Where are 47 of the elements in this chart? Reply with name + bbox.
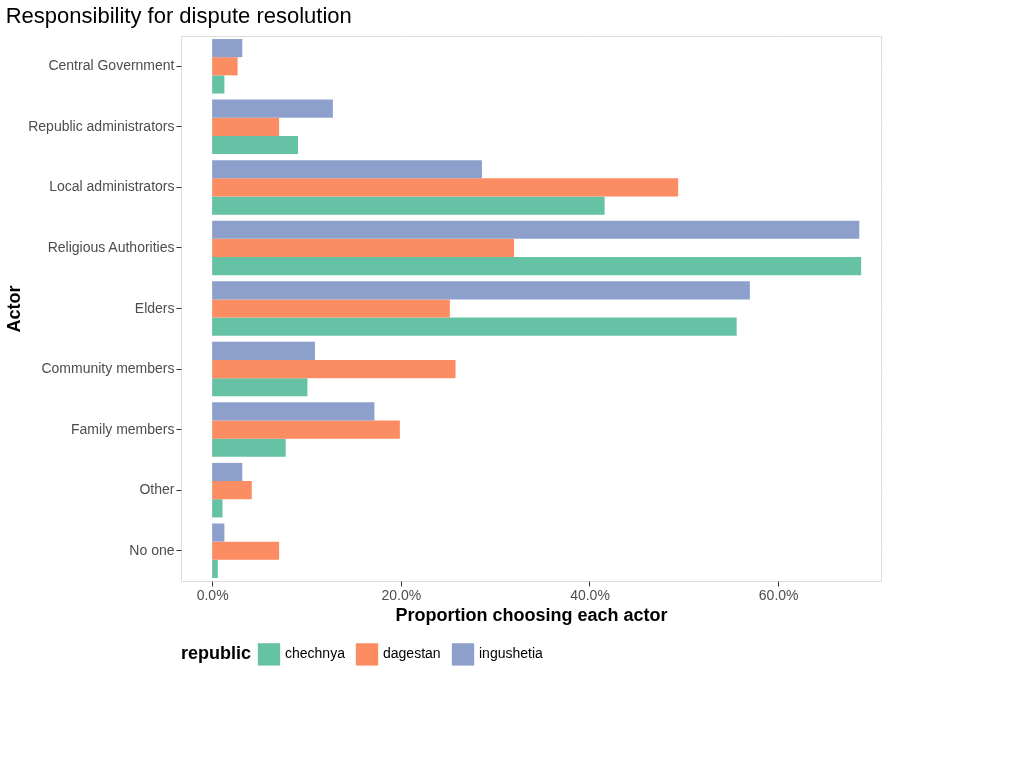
legend-label: ingushetia: [479, 645, 544, 662]
bar: [212, 135, 298, 155]
bar: [212, 402, 375, 421]
bar: [212, 178, 679, 197]
y-tick-label: Other: [139, 481, 175, 498]
bar: [212, 299, 450, 318]
x-tick-label: 20.0%: [381, 586, 422, 603]
bar: [212, 99, 333, 118]
bar: [212, 75, 225, 94]
bar: [212, 196, 605, 215]
x-tick-label: 60.0%: [758, 586, 799, 603]
bar: [212, 57, 238, 76]
bar: [212, 499, 223, 518]
y-tick-label: No one: [129, 541, 175, 558]
bar: [212, 341, 315, 360]
y-tick-label: Family members: [71, 420, 175, 437]
bar: [212, 462, 243, 482]
bar: [212, 160, 482, 179]
x-tick-label: 0.0%: [196, 586, 229, 603]
chart-title: Responsibility for dispute resolution: [5, 3, 352, 28]
y-tick-label: Community members: [41, 360, 175, 377]
bar: [212, 281, 750, 300]
y-tick-label: Local administrators: [49, 178, 175, 195]
bar: [212, 523, 225, 542]
y-axis-title: Actor: [4, 285, 25, 333]
bar: [212, 117, 280, 136]
bar: [212, 39, 243, 58]
bar: [212, 220, 860, 239]
bar: [212, 559, 218, 578]
bar: [212, 238, 515, 258]
bar: [212, 438, 286, 457]
y-tick-label: Elders: [134, 299, 175, 316]
legend-label: dagestan: [383, 645, 441, 662]
legend-title: republic: [181, 643, 252, 663]
bar: [212, 481, 252, 500]
bar: [212, 359, 456, 379]
legend-label: chechnya: [285, 645, 346, 662]
bar: [212, 257, 862, 276]
bar: [212, 317, 737, 336]
bar: [212, 378, 308, 397]
bar: [212, 541, 280, 560]
y-tick-label: Religious Authorities: [47, 238, 175, 255]
x-axis-title: Proportion choosing each actor: [395, 604, 668, 625]
y-tick-label: Republic administrators: [28, 117, 175, 134]
bar: [212, 420, 400, 439]
y-tick-label: Central Government: [48, 57, 175, 74]
x-tick-label: 40.0%: [570, 586, 610, 603]
